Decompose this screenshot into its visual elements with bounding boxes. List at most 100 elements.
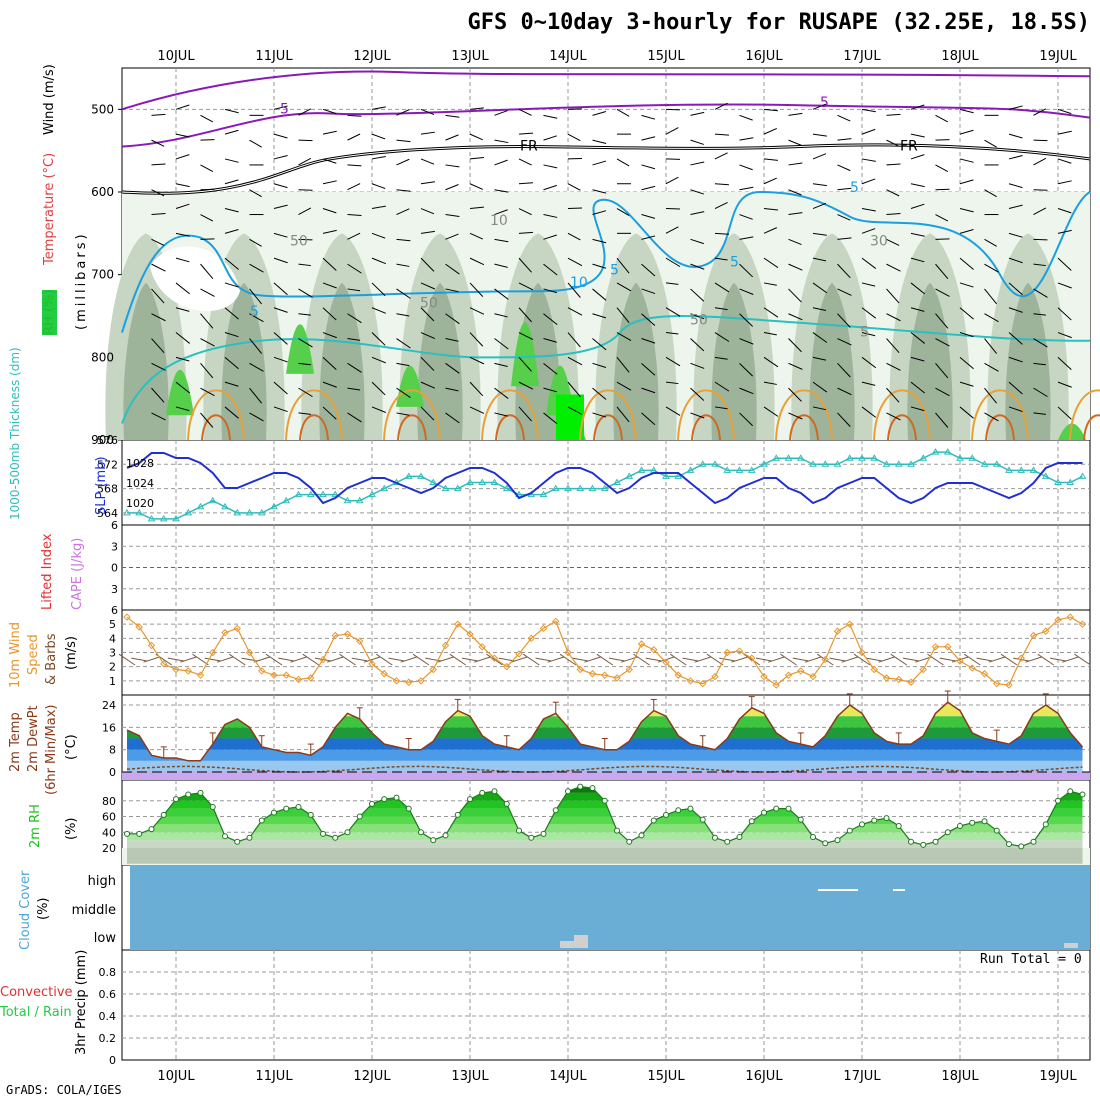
wind-speed-point xyxy=(748,654,756,662)
wind-barb xyxy=(543,338,557,343)
wind-barb xyxy=(298,412,311,415)
wind-barb xyxy=(396,189,411,192)
thickness-point xyxy=(233,508,242,516)
wind-barb xyxy=(322,381,337,388)
wind-barb xyxy=(788,387,802,402)
wind-barb xyxy=(543,135,557,141)
thickness-point xyxy=(417,472,425,479)
wind-speed-point xyxy=(723,648,731,657)
credit-text: GrADS: COLA/IGES xyxy=(6,1083,122,1097)
wind-barb-10m xyxy=(572,657,589,662)
wind-barb xyxy=(371,282,386,297)
wind-barb xyxy=(322,108,337,115)
wind-barb xyxy=(1033,263,1046,267)
rh-point xyxy=(650,817,657,824)
wind-barb xyxy=(812,232,827,236)
isotherm-orange-inner xyxy=(495,414,525,441)
wind-barb xyxy=(690,338,705,352)
wind-speed-point xyxy=(772,681,780,689)
wind-barb xyxy=(224,282,239,288)
wind-barb xyxy=(273,381,288,395)
wind-barb-10m xyxy=(927,653,944,666)
wind-barb xyxy=(788,112,803,116)
contour-label: 5 xyxy=(280,101,289,117)
wind-barb xyxy=(641,362,656,376)
wind-barb xyxy=(347,214,362,217)
wind-speed-point xyxy=(466,630,474,638)
label-temp-a: 2m Temp xyxy=(8,712,23,772)
wind-barb xyxy=(837,138,852,141)
texts: 10JUL 10JUL 11JUL 11JUL 12JUL 12JUL 13JUL 13JUL… xyxy=(72,49,1078,1084)
wind-barb xyxy=(690,288,705,302)
thickness-point xyxy=(478,478,487,485)
thickness-point xyxy=(257,508,266,516)
wind-barb xyxy=(935,363,949,379)
wind-speed-point xyxy=(637,640,646,648)
wind-barb xyxy=(837,237,852,240)
thickness-point xyxy=(123,508,131,516)
wind-speed-point xyxy=(895,675,903,684)
wind-barb xyxy=(763,177,777,185)
isotherm-orange xyxy=(677,389,735,441)
wind-barb xyxy=(690,161,705,166)
wind-barb xyxy=(984,313,999,323)
wind-barb xyxy=(812,381,828,393)
wind-barb xyxy=(445,184,459,191)
wind-barb xyxy=(1057,108,1072,115)
wind-barb-10m xyxy=(768,656,785,663)
rh-band xyxy=(127,800,1083,809)
wind-barb xyxy=(518,208,532,216)
wind-barb xyxy=(935,288,950,297)
thickness-point xyxy=(1017,466,1026,473)
wind-barb xyxy=(420,230,435,234)
wind-barb xyxy=(175,356,190,362)
wind-barb xyxy=(518,132,534,135)
wind-barb xyxy=(763,158,778,161)
wind-speed-point xyxy=(650,645,658,654)
wind-barb-10m xyxy=(425,657,442,662)
thickness-point xyxy=(319,490,327,498)
rh-point xyxy=(638,832,645,839)
wind-barb xyxy=(812,133,827,137)
wind-barb xyxy=(518,231,534,234)
wind-barb xyxy=(396,338,411,349)
rh-point xyxy=(369,800,375,807)
wind-barb xyxy=(1008,204,1023,210)
label-thick: 1000-500mb Thickness (dm) xyxy=(8,347,22,520)
rh-point xyxy=(320,830,326,837)
isotherm-orange xyxy=(579,389,637,441)
wind-barb xyxy=(371,183,386,189)
wind-barb xyxy=(690,387,705,401)
wind-barb xyxy=(763,208,778,211)
wind-barb-10m xyxy=(841,656,858,663)
wind-barb xyxy=(641,235,656,240)
wind-barb xyxy=(469,183,483,190)
thickness-point xyxy=(747,466,756,473)
wind-barb xyxy=(1057,307,1072,321)
wind-barb xyxy=(224,406,239,419)
precip-tick-label: 0 xyxy=(109,1054,116,1067)
wind-barb xyxy=(886,238,900,246)
slp-tick-label: 1020 xyxy=(126,497,154,510)
wind-barb xyxy=(420,208,435,215)
wind-barb xyxy=(592,110,607,116)
wind-barb xyxy=(886,263,901,272)
wind-barb xyxy=(837,164,851,172)
run-total: Run Total = 0 xyxy=(980,952,1082,967)
wind-barb xyxy=(273,204,288,210)
rh-point xyxy=(209,804,216,811)
wind-barb-10m xyxy=(976,657,993,662)
wind-barb xyxy=(396,362,410,367)
date-label-bottom: 16JUL xyxy=(745,1069,783,1084)
wind-barb xyxy=(886,288,900,304)
wind-speed-point xyxy=(1066,613,1074,621)
thickness-point xyxy=(894,460,903,467)
rh-point xyxy=(332,834,339,841)
thickness-point xyxy=(662,472,670,479)
rh-point xyxy=(405,805,412,812)
thickness-point xyxy=(943,448,952,455)
wind-barb-10m xyxy=(878,656,895,663)
wind-barb-10m xyxy=(902,657,920,662)
wind-barb-10m xyxy=(547,656,564,663)
rh-point xyxy=(981,818,988,825)
